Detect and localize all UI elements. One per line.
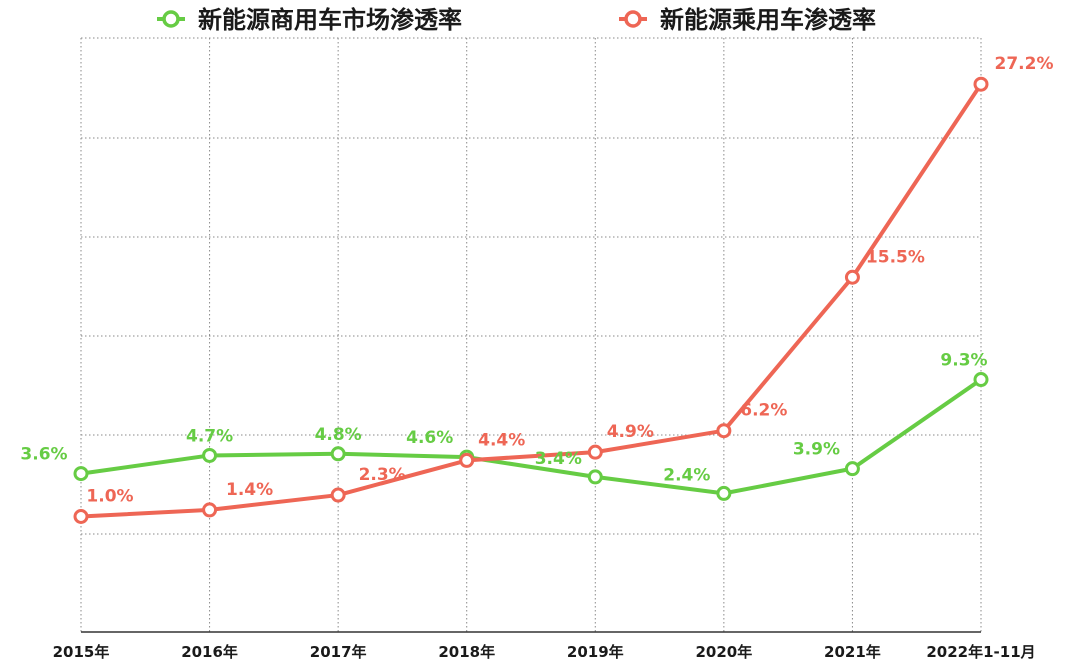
series-2-data-label: 27.2%: [995, 54, 1054, 74]
series-1-point: [587, 469, 603, 485]
legend-label-2: 新能源乘用车渗透率: [660, 6, 876, 34]
series-2-data-label: 4.4%: [478, 430, 525, 450]
series-2-point: [973, 76, 989, 92]
series-1-data-label: 4.7%: [186, 426, 233, 446]
x-tick-label: 2022年1-11月: [926, 643, 1035, 661]
series-2-data-label: 4.9%: [607, 422, 654, 442]
series-2-point: [844, 269, 860, 285]
x-axis: 2015年 2016年 2017年 2018年 2019年 2020年 2021年 2022年…: [53, 631, 1036, 661]
series-1-point: [973, 372, 989, 388]
series-2-point: [716, 423, 732, 439]
series-1-data-label: 4.6%: [406, 428, 453, 448]
legend-label-1: 新能源商用车市场渗透率: [198, 6, 462, 34]
legend: 新能源商用车市场渗透率 新能源乘用车渗透率: [157, 6, 876, 34]
series-2-data-label: 1.4%: [226, 480, 273, 500]
series-1-data-label: 4.8%: [315, 425, 362, 445]
series-lines: [73, 76, 989, 524]
series-1-point: [844, 461, 860, 477]
series-2-point: [459, 452, 475, 468]
series-1-point: [716, 485, 732, 501]
series-2-data-label: 6.2%: [740, 401, 787, 421]
series-1-data-label: 3.4%: [535, 449, 582, 469]
series-2-data-label: 2.3%: [359, 465, 406, 485]
x-tick-label: 2020年: [695, 643, 752, 661]
series-2-point: [330, 487, 346, 503]
series-2-point: [587, 444, 603, 460]
x-tick-label: 2016年: [181, 643, 238, 661]
series-1-data-label: 2.4%: [663, 465, 710, 485]
grid: [80, 37, 982, 632]
series-1-data-label: 3.9%: [793, 440, 840, 460]
x-tick-label: 2021年: [824, 643, 881, 661]
series-1-point: [73, 466, 89, 482]
x-tick-label: 2017年: [310, 643, 367, 661]
series-1-data-label: 3.6%: [20, 445, 67, 465]
legend-marker-icon: [162, 10, 180, 28]
series-1-point: [202, 447, 218, 463]
x-tick-label: 2015年: [53, 643, 110, 661]
series-line-2: [79, 82, 983, 519]
series-line-1: [79, 377, 983, 496]
x-tick-label: 2018年: [438, 643, 495, 661]
series-2-data-label: 1.0%: [86, 487, 133, 507]
series-1-data-label: 9.3%: [940, 351, 987, 371]
data-labels: 3.6% 4.7% 4.8% 4.6% 3.4% 2.4% 3.9% 9.3% 1.0% 1.4%…: [20, 54, 1053, 506]
series-2-data-label: 15.5%: [866, 247, 925, 267]
legend-marker-icon: [624, 10, 642, 28]
x-tick-label: 2019年: [567, 643, 624, 661]
series-2-point: [73, 509, 89, 524]
series-1-point: [330, 446, 346, 462]
series-2-point: [202, 502, 218, 518]
